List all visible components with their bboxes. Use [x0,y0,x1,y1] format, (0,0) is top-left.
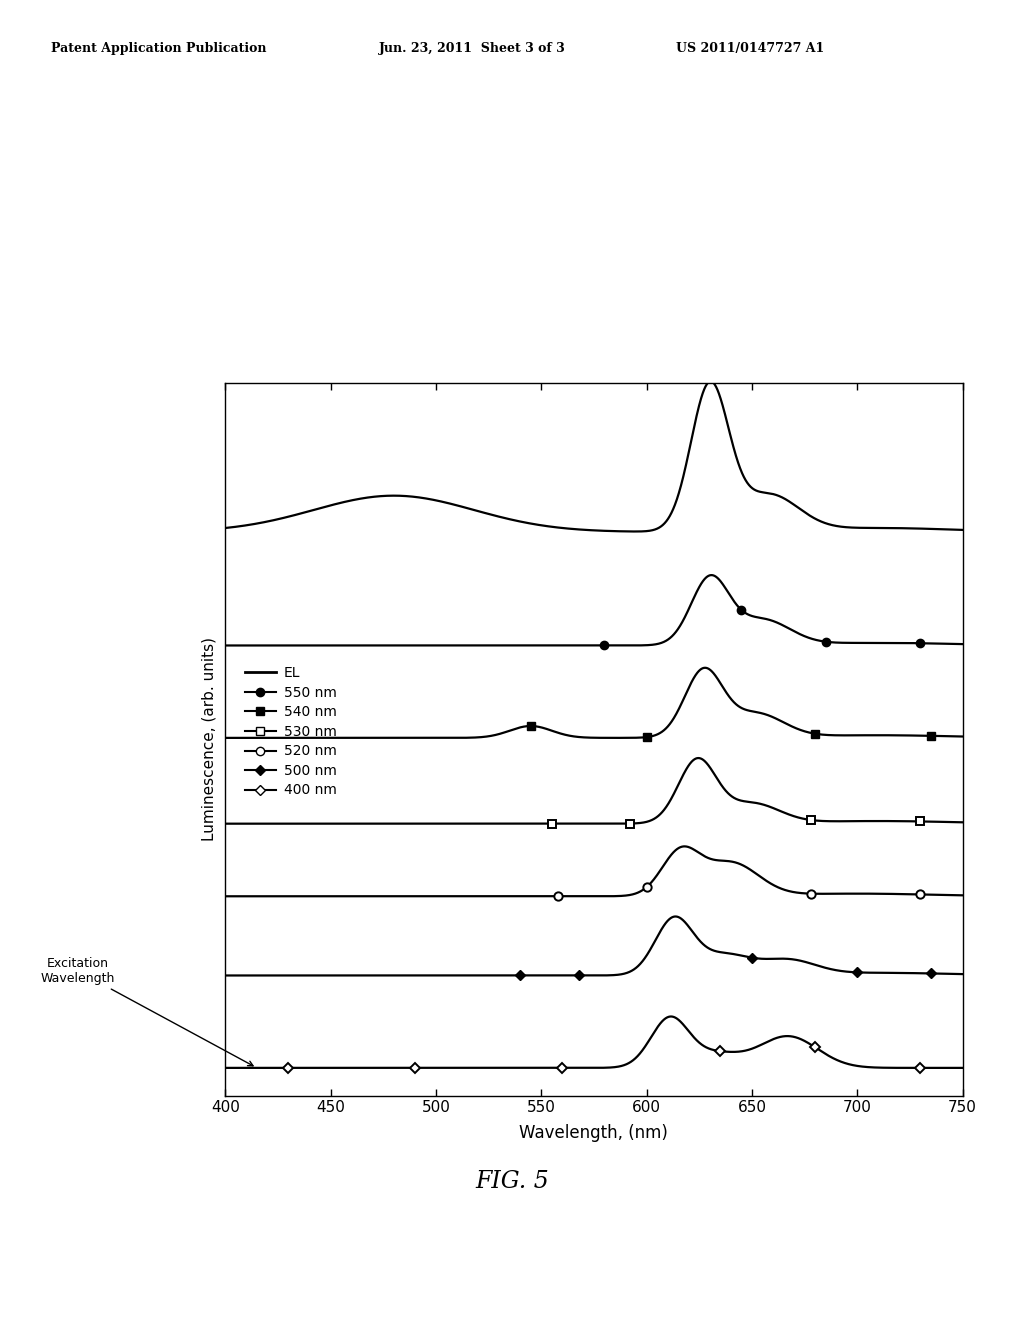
Text: US 2011/0147727 A1: US 2011/0147727 A1 [676,42,824,55]
Y-axis label: Luminescence, (arb. units): Luminescence, (arb. units) [202,638,217,841]
Text: Patent Application Publication: Patent Application Publication [51,42,266,55]
X-axis label: Wavelength, (nm): Wavelength, (nm) [519,1123,669,1142]
Legend: EL, 550 nm, 540 nm, 530 nm, 520 nm, 500 nm, 400 nm: EL, 550 nm, 540 nm, 530 nm, 520 nm, 500 … [240,660,342,803]
Text: Jun. 23, 2011  Sheet 3 of 3: Jun. 23, 2011 Sheet 3 of 3 [379,42,565,55]
Text: FIG. 5: FIG. 5 [475,1170,549,1193]
Text: Excitation
Wavelength: Excitation Wavelength [41,957,253,1065]
